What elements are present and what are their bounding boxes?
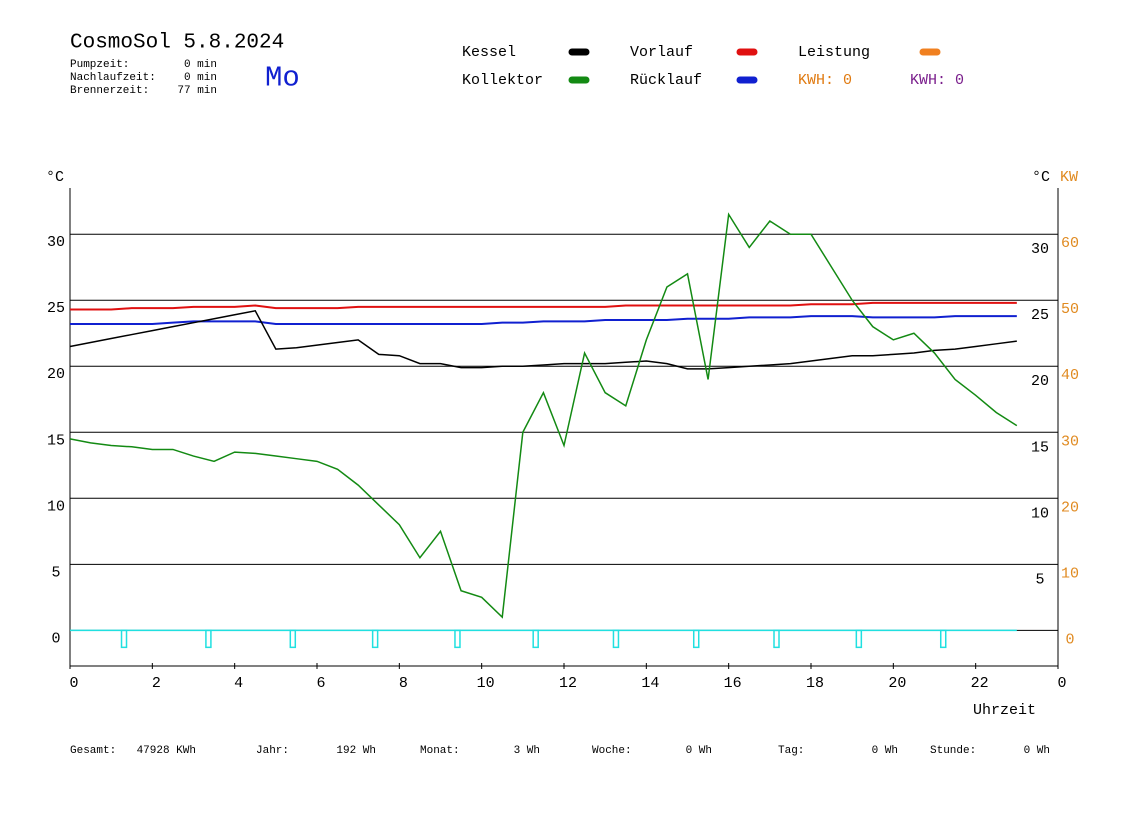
y2-tick-label-c: 10 [1031,505,1049,522]
footer-label: Woche: [592,745,632,757]
pump-marker [939,629,947,649]
x-tick-label: 20 [888,675,906,692]
y-axis-label: °C [46,169,64,186]
weekday: Mo [265,62,300,95]
kwh-label: KWH: 0 [798,72,852,89]
pump-marker [773,629,780,649]
pump-marker [205,629,212,649]
x-tick-label: 4 [234,675,243,692]
y-tick-label: 0 [51,630,60,647]
legend-label: Leistung [798,44,870,61]
y2-tick-label-c: 20 [1031,373,1049,390]
footer-label: Gesamt: [70,745,116,757]
y2-tick-label: 30 [1061,433,1079,450]
footer-label: Monat: [420,745,460,757]
stat-label: Brennerzeit: [70,85,149,97]
x-tick-label: 8 [399,675,408,692]
footer-label: Stunde: [930,745,976,757]
x-tick-label: 0 [69,675,78,692]
title: CosmoSol 5.8.2024 [70,32,284,55]
x-tick-label: 14 [641,675,659,692]
y2-tick-label-c: 25 [1031,307,1049,324]
footer-label: Jahr: [256,745,289,757]
y2-tick-label: 10 [1061,565,1079,582]
pump-marker [612,629,620,649]
x-tick-label: 12 [559,675,577,692]
footer-value: 47928 KWh [137,745,196,757]
y2-tick-label: 0 [1065,631,1074,648]
y-tick-label: 15 [47,432,65,449]
y2-axis-label: KW [1060,169,1078,186]
legend-label: Vorlauf [630,44,693,61]
footer-label: Tag: [778,745,804,757]
pump-marker [532,629,539,649]
y-tick-label: 25 [47,300,65,317]
series-line [69,212,1018,619]
footer-value: 192 Wh [336,745,376,757]
legend-label: Rücklauf [630,72,702,89]
y-tick-label: 30 [47,234,65,251]
pump-marker [692,629,700,649]
x-tick-label: 0 [1057,675,1066,692]
y2-axis-label-c: °C [1032,169,1050,186]
y2-tick-label: 20 [1061,499,1079,516]
stat-label: Nachlaufzeit: [70,72,156,84]
x-tick-label: 22 [971,675,989,692]
footer-value: 0 Wh [872,745,898,757]
pump-marker [454,629,461,649]
pump-marker [371,629,379,649]
x-axis-label: Uhrzeit [973,702,1036,719]
y-tick-label: 5 [51,564,60,581]
y2-tick-label: 50 [1061,301,1079,318]
pump-marker [120,629,128,649]
x-tick-label: 18 [806,675,824,692]
y2-tick-label-c: 15 [1031,439,1049,456]
y-tick-label: 10 [47,498,65,515]
series-line [70,315,1017,326]
legend-label: Kollektor [462,72,543,89]
pump-marker [289,629,297,649]
x-tick-label: 2 [152,675,161,692]
y2-tick-label: 60 [1061,235,1079,252]
footer-value: 3 Wh [514,745,540,757]
y2-tick-label: 40 [1061,367,1079,384]
series-line [70,301,1017,311]
stat-value: 77 min [177,85,217,97]
stat-value: 0 min [184,59,217,71]
pump-marker [855,629,863,649]
stat-value: 0 min [184,72,217,84]
stat-label: Pumpzeit: [70,59,129,71]
series-line [69,309,1017,370]
y2-tick-label-c: 30 [1031,241,1049,258]
x-tick-label: 16 [724,675,742,692]
footer-value: 0 Wh [686,745,712,757]
y2-tick-label-c: 5 [1035,571,1044,588]
y-tick-label: 20 [47,366,65,383]
kwh-label: KWH: 0 [910,72,964,89]
legend-label: Kessel [462,44,516,61]
x-tick-label: 10 [477,675,495,692]
x-tick-label: 6 [316,675,325,692]
footer-value: 0 Wh [1024,745,1050,757]
